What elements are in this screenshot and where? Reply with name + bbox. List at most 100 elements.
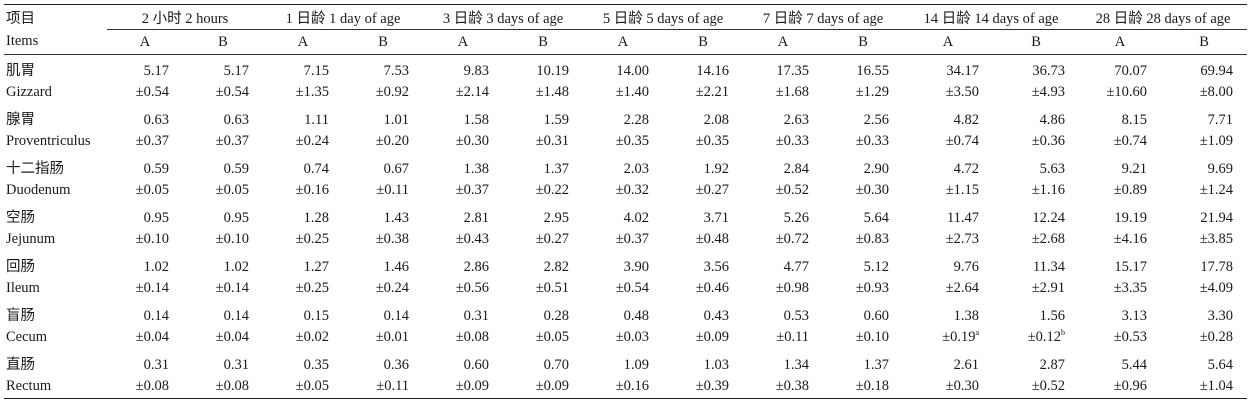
sd-cell: ±0.37 <box>583 227 663 251</box>
sd-value: ±0.43 <box>455 230 490 247</box>
sd-cell: ±0.89 <box>1079 178 1161 202</box>
sd-value: ±0.92 <box>375 83 410 100</box>
sd-value: ±0.09 <box>455 377 490 394</box>
subgroup-header: B <box>183 29 264 55</box>
mean-cell: 2.86 <box>463 259 490 275</box>
sd-cell: ±2.73 <box>903 227 993 251</box>
row-label-en: Cecum <box>6 328 48 345</box>
mean-cell: 4.82 <box>953 112 980 128</box>
mean-cell: 3.90 <box>623 259 650 275</box>
mean-cell: 2.95 <box>543 210 570 226</box>
subgroup-header: B <box>823 29 904 55</box>
sd-cell: ±2.21 <box>663 80 743 104</box>
sd-value: ±0.05 <box>215 181 250 198</box>
mean-cell: 1.03 <box>703 357 730 373</box>
mean-cell: 1.01 <box>383 112 410 128</box>
sd-value: ±0.37 <box>135 132 169 149</box>
mean-cell: 0.31 <box>223 357 250 373</box>
sd-cell: ±0.46 <box>663 276 743 300</box>
sd-cell: ±0.10 <box>823 325 903 349</box>
sd-cell: ±0.48 <box>663 227 743 251</box>
mean-cell: 5.64 <box>1207 357 1234 373</box>
sd-cell: ±0.54 <box>107 80 183 104</box>
mean-cell: 3.13 <box>1121 308 1148 324</box>
sd-value: ±0.08 <box>135 377 169 394</box>
sd-cell: ±1.68 <box>743 80 823 104</box>
mean-cell: 0.60 <box>463 357 490 373</box>
mean-cell: 34.17 <box>946 63 980 79</box>
sd-cell: ±0.09 <box>503 374 584 399</box>
mean-cell: 5.64 <box>863 210 890 226</box>
table-row: Gizzard ±0.54 ±0.54 ±1.35 ±0.92 ±2.14 ±1.48 ±1.… <box>4 80 1247 104</box>
row-label-en: Jejunum <box>6 230 56 247</box>
sd-cell: ±0.08 <box>423 325 503 349</box>
sd-value: ±0.54 <box>215 83 250 100</box>
sd-cell: ±10.60 <box>1079 80 1161 104</box>
mean-cell: 7.15 <box>303 63 330 79</box>
sd-value: ±1.40 <box>615 83 650 100</box>
sd-value: ±0.30 <box>945 377 980 394</box>
mean-cell: 17.78 <box>1200 259 1234 275</box>
mean-cell: 4.77 <box>783 259 810 275</box>
sd-value: ±0.37 <box>215 132 250 149</box>
mean-cell: 69.94 <box>1200 63 1234 79</box>
sd-cell: ±0.27 <box>503 227 583 251</box>
mean-cell: 2.84 <box>783 161 810 177</box>
sd-cell: ±0.72 <box>743 227 823 251</box>
sd-cell: ±0.05 <box>183 178 263 202</box>
sd-cell: ±0.20 <box>343 129 423 153</box>
mean-cell: 9.76 <box>953 259 980 275</box>
mean-cell: 3.71 <box>703 210 730 226</box>
sd-value: ±2.68 <box>1031 230 1066 247</box>
mean-cell: 5.26 <box>783 210 810 226</box>
sd-value: ±10.60 <box>1106 83 1148 100</box>
mean-cell: 0.15 <box>303 308 330 324</box>
sd-value: ±0.14 <box>135 279 169 296</box>
mean-cell: 5.17 <box>143 63 169 79</box>
sd-cell: ±1.40 <box>583 80 663 104</box>
mean-cell: 70.07 <box>1114 63 1148 79</box>
sd-value: ±1.04 <box>1199 377 1234 394</box>
sd-value: ±1.09 <box>1199 132 1234 149</box>
sd-value: ±0.30 <box>855 181 890 198</box>
sd-cell: ±0.10 <box>183 227 263 251</box>
sd-cell: ±0.30 <box>423 129 503 153</box>
row-label-zh: 回肠 <box>6 259 35 275</box>
row-label-en: Ileum <box>6 279 40 296</box>
sd-value: ±0.25 <box>295 279 330 296</box>
sd-cell: ±0.16 <box>263 178 343 202</box>
sd-cell: ±0.11 <box>343 178 423 202</box>
group-header: 3 日龄 3 days of age <box>423 4 584 30</box>
sd-cell: ±3.35 <box>1079 276 1161 300</box>
group-header: 14 日龄 14 days of age <box>903 4 1080 30</box>
sd-value: ±0.35 <box>615 132 650 149</box>
mean-cell: 7.53 <box>383 63 410 79</box>
sd-value: ±8.00 <box>1199 83 1234 100</box>
sd-cell: ±1.16 <box>993 178 1079 202</box>
sd-cell: ±0.92 <box>343 80 423 104</box>
sd-cell: ±2.91 <box>993 276 1079 300</box>
sd-cell: ±1.04 <box>1161 374 1248 399</box>
sd-cell: ±0.30 <box>903 374 994 399</box>
mean-cell: 1.34 <box>783 357 810 373</box>
sd-cell: ±0.25 <box>263 276 343 300</box>
sd-value: ±0.09 <box>695 328 730 345</box>
sd-value: ±0.52 <box>1031 377 1066 394</box>
mean-cell: 1.46 <box>383 259 410 275</box>
sd-cell: ±0.83 <box>823 227 903 251</box>
sd-value: ±0.38 <box>775 377 810 394</box>
sd-cell: ±0.16 <box>583 374 664 399</box>
sd-value: ±0.33 <box>855 132 890 149</box>
sd-value: ±0.89 <box>1113 181 1148 198</box>
sd-cell: ±0.12b <box>993 325 1079 349</box>
sd-cell: ±0.52 <box>743 178 823 202</box>
sd-cell: ±0.04 <box>183 325 263 349</box>
sd-cell: ±0.02 <box>263 325 343 349</box>
sd-value: ±0.24 <box>375 279 410 296</box>
sd-cell: ±0.43 <box>423 227 503 251</box>
sd-cell: ±0.39 <box>663 374 744 399</box>
sd-value: ±0.48 <box>695 230 730 247</box>
sd-cell: ±4.16 <box>1079 227 1161 251</box>
sd-cell: ±0.51 <box>503 276 583 300</box>
group-header: 2 小时 2 hours <box>107 4 264 30</box>
